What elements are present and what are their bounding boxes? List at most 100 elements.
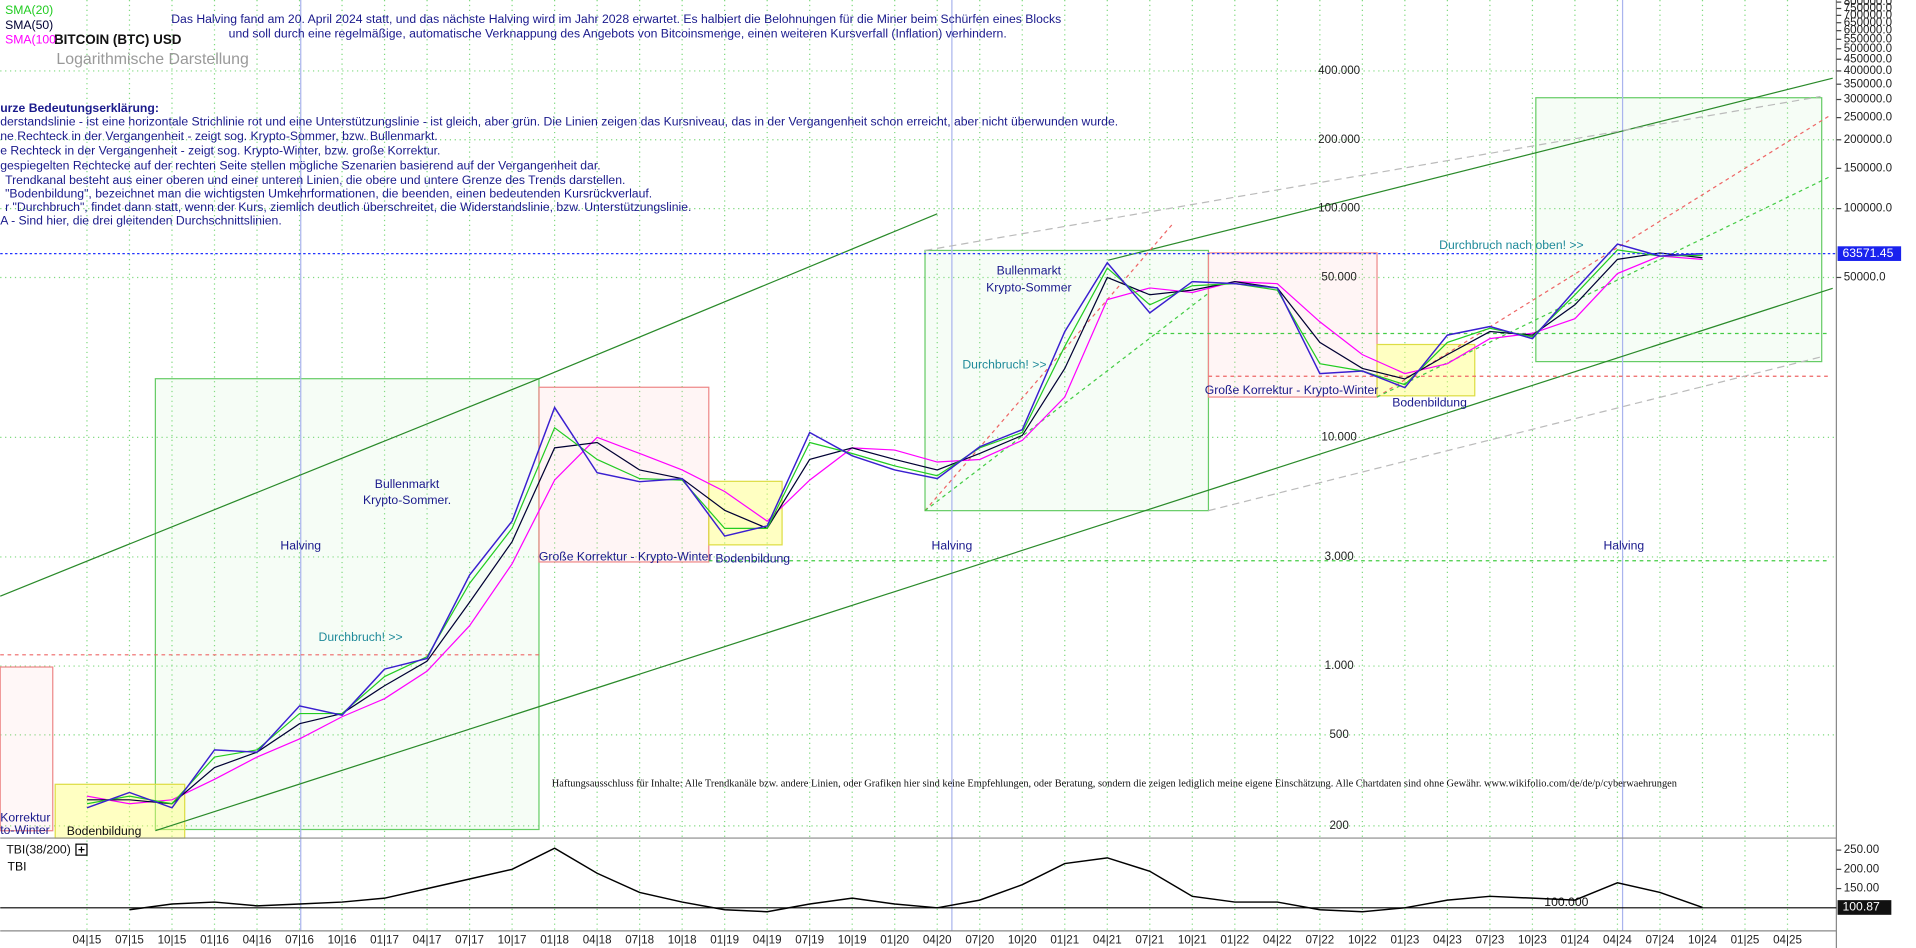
y-tick-label: 200.00 bbox=[1844, 862, 1879, 875]
annotation: Durchbruch! >> bbox=[962, 357, 1046, 371]
channel-line bbox=[1208, 356, 1822, 512]
add-icon bbox=[78, 846, 85, 853]
x-tick-label: 01|20 bbox=[880, 934, 909, 947]
explanation: r "Durchbruch", findet dann statt, wenn … bbox=[5, 200, 691, 214]
x-tick-label: 10|21 bbox=[1178, 934, 1207, 947]
x-tick-label: 04|20 bbox=[923, 934, 952, 947]
legend-entry: SMA(20) bbox=[5, 3, 53, 17]
grid bbox=[0, 0, 1837, 931]
bear-box bbox=[538, 386, 710, 563]
scenario-line bbox=[1376, 115, 1830, 398]
x-tick-label: 01|16 bbox=[200, 934, 229, 947]
x-tick-label: 04|22 bbox=[1263, 934, 1292, 947]
x-tick-label: 07|23 bbox=[1475, 934, 1504, 947]
explanation: Trendkanal besteht aus einer oberen und … bbox=[5, 173, 625, 187]
y-tick-label: 1.000 bbox=[1325, 659, 1354, 672]
explanation: urze Bedeutungserklärung: bbox=[0, 101, 159, 115]
y-tick-label: 500 bbox=[1329, 728, 1348, 741]
annotation: Halving bbox=[1603, 538, 1644, 552]
bottom-box bbox=[1376, 343, 1476, 397]
x-tick-label: 10|22 bbox=[1348, 934, 1377, 947]
series-line bbox=[86, 249, 1703, 805]
annotation: Große Korrektur - Krypto-Winter bbox=[539, 549, 713, 563]
annotation: Krypto-Sommer bbox=[986, 281, 1071, 295]
x-tick-label: 04|21 bbox=[1093, 934, 1122, 947]
y-tick-label: 150.00 bbox=[1844, 882, 1879, 895]
x-tick-label: 01|17 bbox=[370, 934, 399, 947]
annotation: Durchbruch! >> bbox=[319, 630, 403, 644]
y2-tick-label: 150000.0 bbox=[1844, 161, 1892, 174]
x-tick-label: 07|19 bbox=[795, 934, 824, 947]
annotation: Bodenbildung bbox=[1392, 395, 1467, 409]
x-tick-label: 01|25 bbox=[1731, 934, 1760, 947]
last-price-box bbox=[1837, 246, 1902, 261]
x-tick-label: 01|23 bbox=[1390, 934, 1419, 947]
x-tick-label: 04|19 bbox=[753, 934, 782, 947]
y-tick-label: 3.000 bbox=[1325, 550, 1354, 563]
y2-tick-label: 800000.0 bbox=[1844, 0, 1892, 8]
y2-tick-label: 550000.0 bbox=[1844, 32, 1892, 45]
trendline bbox=[155, 287, 1833, 832]
x-tick-label: 07|21 bbox=[1135, 934, 1164, 947]
bull-box bbox=[154, 378, 540, 831]
explanation: ne Rechteck in der Vergangenheit - zeigt… bbox=[0, 129, 437, 143]
trendline bbox=[0, 378, 540, 597]
x-tick-label: 01|18 bbox=[540, 934, 569, 947]
legend-entry: SMA(100 bbox=[5, 33, 56, 47]
x-tick-label: 04|23 bbox=[1433, 934, 1462, 947]
y-tick-label: 10.000 bbox=[1321, 430, 1356, 443]
y-tick-label: 100.000 bbox=[1318, 202, 1360, 215]
x-tick-label: 07|18 bbox=[625, 934, 654, 947]
y2-tick-label: 50000.0 bbox=[1844, 271, 1886, 284]
annotation: Krypto-Sommer. bbox=[363, 493, 451, 507]
note: und soll durch eine regelmäßige, automat… bbox=[229, 26, 1007, 40]
scenario-line bbox=[924, 223, 1174, 512]
trendline bbox=[1108, 77, 1833, 261]
y2-tick-label: 200000.0 bbox=[1844, 133, 1892, 146]
x-tick-label: 10|18 bbox=[668, 934, 697, 947]
x-tick-label: 07|16 bbox=[285, 934, 314, 947]
explanation: e Rechteck in der Vergangenheit - zeigt … bbox=[0, 144, 440, 158]
x-tick-label: 07|22 bbox=[1305, 934, 1334, 947]
x-tick-label: 10|24 bbox=[1688, 934, 1717, 947]
series-line bbox=[129, 847, 1703, 913]
scenario-line bbox=[924, 292, 1209, 512]
y-tick-label: 400.000 bbox=[1318, 64, 1360, 77]
y2-tick-label: 750000.0 bbox=[1844, 2, 1892, 15]
bear-box bbox=[0, 666, 54, 832]
y2-tick-label: 100000.0 bbox=[1844, 202, 1892, 215]
y-tick-label: 200 bbox=[1329, 819, 1348, 832]
annotation: to-Winter bbox=[0, 823, 50, 837]
explanation: gespiegelten Rechtecke auf der rechten S… bbox=[0, 158, 600, 172]
annotation: Bodenbildung bbox=[715, 552, 790, 566]
bottom-box bbox=[54, 783, 186, 839]
explanation: "Bodenbildung", bezeichnet man die wicht… bbox=[5, 186, 652, 200]
channel-line bbox=[924, 95, 1821, 252]
x-tick-label: 07|15 bbox=[115, 934, 144, 947]
x-tick-label: 04|15 bbox=[73, 934, 102, 947]
annotation: Bullenmarkt bbox=[997, 263, 1062, 277]
y2-tick-label: 700000.0 bbox=[1844, 8, 1892, 21]
series-line bbox=[86, 255, 1703, 805]
x-tick-label: 10|15 bbox=[158, 934, 187, 947]
legend-entry: SMA(50) bbox=[5, 18, 53, 32]
x-tick-label: 10|17 bbox=[498, 934, 527, 947]
x-tick-label: 01|21 bbox=[1050, 934, 1079, 947]
trendline bbox=[538, 213, 938, 380]
x-tick-label: 07|24 bbox=[1646, 934, 1675, 947]
last-price-label: 63571.45 bbox=[1842, 246, 1893, 260]
x-tick-label: 10|16 bbox=[328, 934, 357, 947]
y2-tick-label: 450000.0 bbox=[1844, 52, 1892, 65]
x-tick-label: 10|20 bbox=[1008, 934, 1037, 947]
y2-tick-label: 500000.0 bbox=[1844, 42, 1892, 55]
annotation: Bodenbildung bbox=[67, 824, 142, 838]
last-value-box bbox=[1837, 900, 1892, 915]
annotation: Durchbruch nach oben! >> bbox=[1439, 238, 1584, 252]
y2-tick-label: 650000.0 bbox=[1844, 16, 1892, 29]
y2-tick-label: 600000.0 bbox=[1844, 24, 1892, 37]
y2-tick-label: 350000.0 bbox=[1844, 77, 1892, 90]
